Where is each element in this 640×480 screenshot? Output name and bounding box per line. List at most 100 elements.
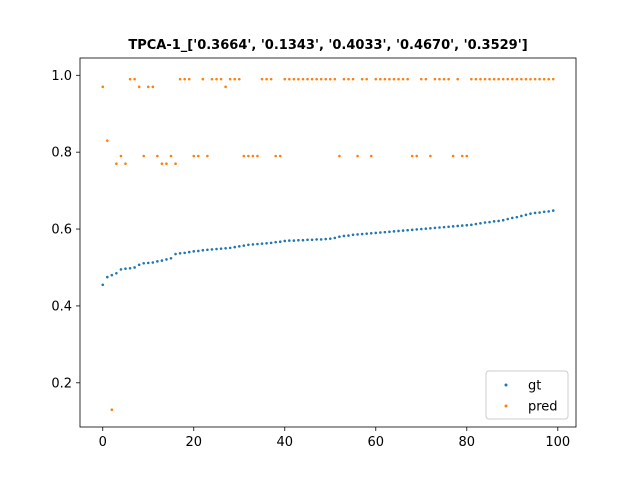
pred-point [515, 77, 519, 81]
pred-point [401, 77, 405, 81]
series-gt [101, 209, 555, 287]
data-points [101, 77, 555, 412]
gt-point [333, 236, 337, 240]
gt-point [274, 240, 277, 244]
gt-point [165, 258, 168, 261]
pred-point [306, 77, 309, 81]
pred-point [301, 77, 305, 81]
gt-point [237, 245, 241, 248]
gt-point [529, 212, 532, 215]
x-tick-label: 0 [99, 435, 107, 450]
gt-point [369, 231, 373, 235]
gt-point [533, 211, 537, 215]
pred-point [465, 154, 469, 158]
pred-point [251, 154, 255, 158]
legend-marker-pred [504, 404, 508, 408]
gt-point [442, 225, 446, 229]
pred-point [110, 408, 114, 412]
pred-point [369, 154, 373, 158]
gt-point [242, 244, 246, 247]
legend: gt pred [485, 370, 569, 420]
gt-point [228, 246, 232, 250]
gt-point [169, 256, 173, 260]
pred-point [233, 77, 237, 81]
y-tick-label: 1.0 [51, 69, 72, 84]
gt-point [306, 238, 309, 242]
pred-point [460, 154, 464, 158]
gt-point [520, 214, 523, 218]
pred-point [197, 154, 200, 158]
gt-point [379, 231, 382, 234]
gt-point [342, 234, 346, 238]
gt-point [247, 243, 250, 247]
pred-point [483, 77, 487, 81]
x-tick-label: 20 [185, 435, 202, 450]
gt-point [388, 230, 391, 234]
gt-point [297, 238, 300, 242]
pred-point [169, 154, 173, 158]
pred-point [310, 77, 314, 81]
gt-point [283, 239, 287, 243]
gt-point [260, 242, 264, 245]
gt-point [401, 229, 405, 232]
gt-point [515, 215, 519, 219]
pred-point [451, 154, 455, 158]
y-tick-label: 0.2 [51, 376, 72, 391]
pred-point [397, 77, 400, 81]
pred-point [442, 77, 446, 81]
pred-point [137, 85, 141, 89]
gt-point [328, 237, 332, 240]
gt-point [187, 250, 191, 254]
gt-point [128, 266, 132, 270]
gt-point [538, 211, 541, 214]
pred-point [333, 77, 337, 81]
pred-point [165, 162, 168, 165]
chart-title: TPCA-1_['0.3664', '0.1343', '0.4033', '0… [128, 38, 527, 53]
pred-point [228, 77, 232, 81]
pred-point [524, 77, 528, 81]
pred-point [547, 77, 550, 81]
pred-point [133, 77, 136, 81]
gt-point [347, 234, 350, 237]
pred-point [206, 154, 209, 158]
pred-point [497, 77, 500, 81]
gt-point [542, 210, 546, 214]
gt-point [201, 248, 205, 252]
pred-point [160, 162, 164, 165]
gt-point [269, 241, 273, 245]
pred-point [201, 77, 205, 81]
pred-point [119, 154, 123, 158]
pred-point [319, 77, 323, 81]
gt-point [419, 227, 423, 231]
pred-point [479, 77, 482, 81]
pred-point [379, 77, 382, 81]
legend-label-gt: gt [528, 379, 541, 394]
pred-point [237, 77, 241, 81]
pred-point [542, 77, 546, 81]
pred-point [247, 154, 250, 158]
gt-point [447, 225, 450, 229]
gt-point [438, 226, 441, 229]
gt-point [288, 239, 291, 242]
pred-point [360, 77, 364, 81]
gt-point [319, 238, 323, 241]
pred-point [128, 77, 132, 81]
gt-point [492, 220, 496, 223]
pred-point [347, 77, 350, 81]
pred-point [146, 85, 150, 89]
pred-point [419, 77, 423, 81]
pred-point [283, 77, 287, 81]
pred-point [178, 77, 182, 81]
y-tick-label: 0.4 [51, 299, 72, 314]
pred-point [328, 77, 332, 81]
pred-point [142, 154, 146, 158]
gt-point [106, 275, 109, 279]
pred-point [429, 154, 432, 158]
gt-point [224, 246, 227, 250]
gt-point [338, 235, 341, 239]
pred-point [269, 77, 273, 81]
gt-point [392, 230, 396, 233]
pred-point [424, 77, 428, 81]
pred-point [356, 154, 359, 158]
gt-point [497, 219, 500, 223]
